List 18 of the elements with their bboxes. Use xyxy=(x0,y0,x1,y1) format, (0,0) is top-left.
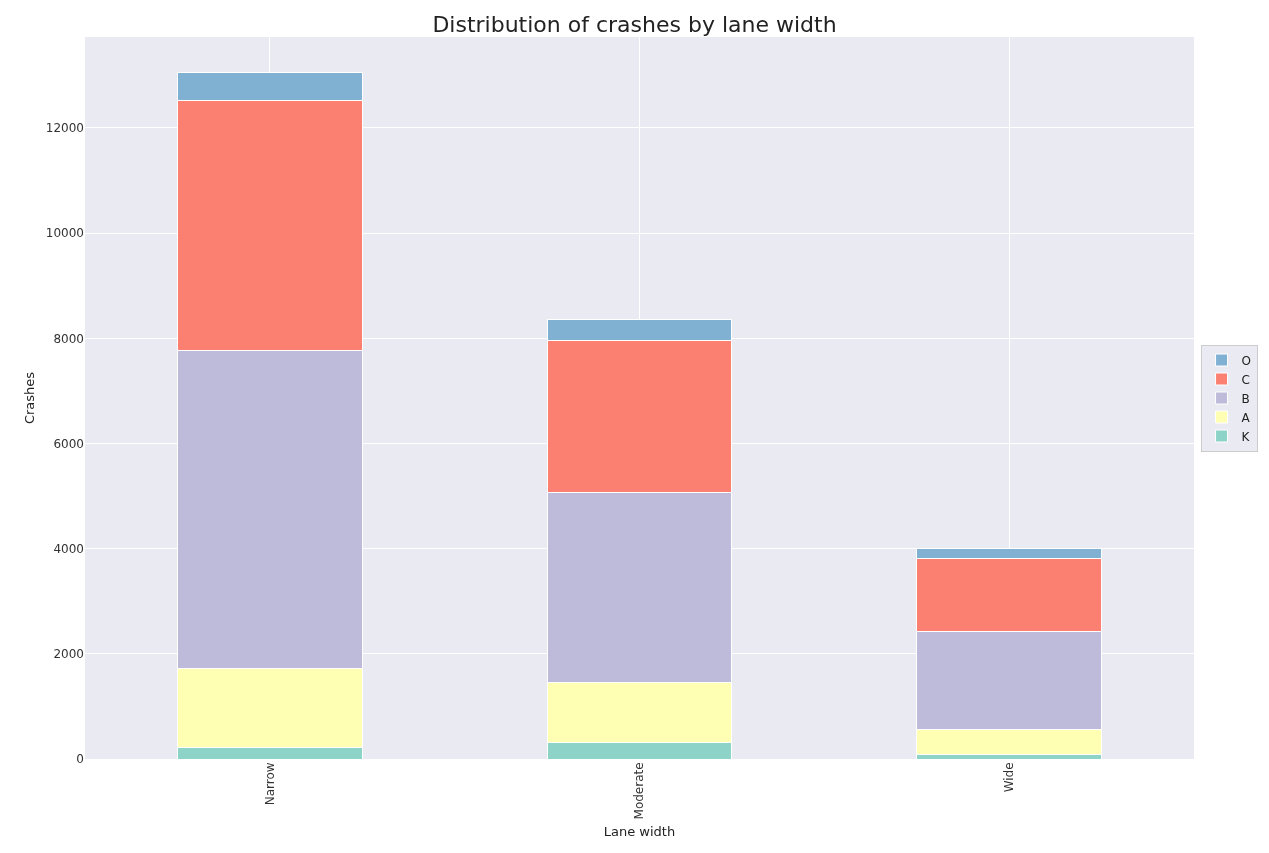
chart-title: Distribution of crashes by lane width xyxy=(432,12,837,38)
y-tick-label: 2000 xyxy=(53,647,84,662)
legend-label: C xyxy=(1241,372,1250,387)
x-tick-label: Narrow xyxy=(262,762,277,806)
y-tick-label: 0 xyxy=(76,752,84,767)
x-tick-label: Wide xyxy=(1002,762,1017,793)
legend-label: O xyxy=(1241,353,1251,368)
y-tick-label: 12000 xyxy=(45,121,84,136)
y-tick-label: 4000 xyxy=(53,541,84,556)
y-tick-label: 10000 xyxy=(45,226,84,241)
legend-label: B xyxy=(1241,391,1250,406)
y-tick-label: 6000 xyxy=(53,436,84,451)
legend-label: K xyxy=(1241,429,1251,444)
y-tick-label: 8000 xyxy=(53,331,84,346)
x-tick-label: Moderate xyxy=(632,762,647,820)
legend-label: A xyxy=(1241,410,1251,425)
x-axis-title: Lane width xyxy=(603,824,676,840)
y-axis-title: Crashes xyxy=(21,371,37,425)
